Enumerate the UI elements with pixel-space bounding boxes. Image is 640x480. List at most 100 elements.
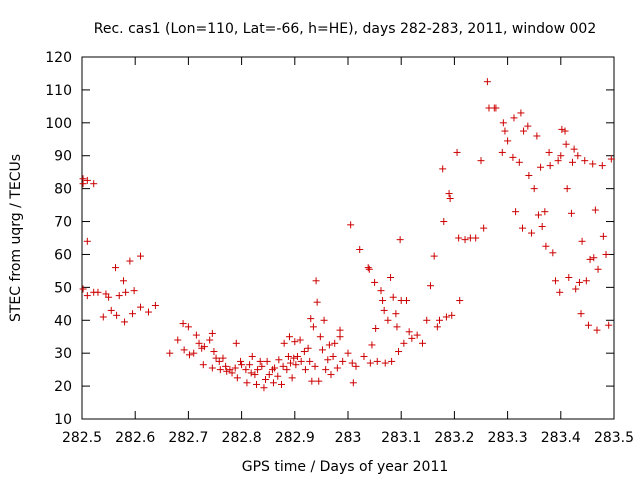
data-point bbox=[377, 287, 385, 295]
x-axis-label: GPS time / Days of year 2011 bbox=[242, 459, 449, 475]
data-point bbox=[222, 362, 230, 370]
y-tick-label: 60 bbox=[54, 247, 72, 263]
data-point bbox=[472, 234, 480, 242]
data-point bbox=[499, 119, 507, 127]
data-point bbox=[210, 348, 218, 356]
data-point bbox=[371, 278, 379, 286]
data-point bbox=[246, 361, 254, 369]
data-point bbox=[293, 352, 301, 360]
data-point bbox=[184, 323, 192, 331]
chart-title: Rec. cas1 (Lon=110, Lat=-66, h=HE), days… bbox=[94, 21, 596, 37]
data-point bbox=[292, 361, 300, 369]
data-point bbox=[297, 357, 305, 365]
data-point bbox=[602, 250, 610, 258]
data-point bbox=[284, 352, 292, 360]
data-point bbox=[554, 157, 562, 165]
data-point bbox=[512, 208, 520, 216]
data-point bbox=[280, 339, 288, 347]
data-point bbox=[271, 364, 279, 372]
data-point bbox=[586, 255, 594, 263]
data-points bbox=[79, 78, 615, 392]
data-point bbox=[395, 348, 403, 356]
data-point bbox=[392, 310, 400, 318]
data-point bbox=[315, 377, 323, 385]
data-point bbox=[304, 344, 312, 352]
data-point bbox=[232, 339, 240, 347]
data-point bbox=[524, 122, 532, 130]
data-point bbox=[430, 252, 438, 260]
axis-ticks: 282.5 282.6 282.7 282.8 282.9 283 283.1 283.2 28… bbox=[45, 50, 634, 446]
y-tick-label: 40 bbox=[54, 313, 72, 329]
y-tick-label: 80 bbox=[54, 182, 72, 198]
y-axis-label: STEC from uqrg / TECUs bbox=[8, 154, 24, 322]
data-point bbox=[461, 236, 469, 244]
data-point bbox=[575, 278, 583, 286]
data-point bbox=[327, 371, 335, 379]
data-point bbox=[265, 371, 273, 379]
data-point bbox=[126, 257, 134, 265]
data-point bbox=[518, 224, 526, 232]
data-point bbox=[590, 254, 598, 262]
data-point bbox=[331, 339, 339, 347]
data-point bbox=[439, 165, 447, 173]
data-point bbox=[433, 323, 441, 331]
data-point bbox=[180, 346, 188, 354]
data-point bbox=[228, 369, 236, 377]
data-point bbox=[285, 333, 293, 341]
data-point bbox=[83, 292, 91, 300]
data-point bbox=[504, 137, 512, 145]
data-point bbox=[320, 316, 328, 324]
y-tick-label: 50 bbox=[54, 280, 72, 296]
data-point bbox=[581, 157, 589, 165]
data-point bbox=[231, 364, 239, 372]
data-point bbox=[206, 336, 214, 344]
data-point bbox=[121, 318, 129, 326]
data-point bbox=[195, 339, 203, 347]
plot-frame bbox=[81, 56, 615, 420]
data-point bbox=[480, 224, 488, 232]
data-point bbox=[368, 341, 376, 349]
data-point bbox=[589, 160, 597, 168]
data-point bbox=[405, 328, 413, 336]
data-point bbox=[344, 349, 352, 357]
data-point bbox=[137, 303, 145, 311]
data-point bbox=[192, 331, 200, 339]
data-point bbox=[349, 379, 357, 387]
data-point bbox=[254, 366, 262, 374]
data-point bbox=[574, 152, 582, 160]
data-point bbox=[477, 157, 485, 165]
x-tick-label: 283.5 bbox=[594, 430, 634, 446]
data-point bbox=[200, 343, 208, 351]
data-point bbox=[584, 321, 592, 329]
data-point bbox=[403, 297, 411, 305]
data-point bbox=[215, 357, 223, 365]
data-point bbox=[252, 380, 260, 388]
data-point bbox=[301, 366, 309, 374]
data-point bbox=[448, 311, 456, 319]
data-point bbox=[567, 209, 575, 217]
data-point bbox=[113, 311, 121, 319]
y-tick-label: 120 bbox=[45, 50, 72, 66]
data-point bbox=[388, 357, 396, 365]
data-point bbox=[569, 158, 577, 166]
data-point bbox=[570, 145, 578, 153]
data-point bbox=[242, 366, 250, 374]
x-tick-label: 283.1 bbox=[381, 430, 421, 446]
data-point bbox=[129, 310, 137, 318]
data-point bbox=[279, 362, 287, 370]
data-point bbox=[243, 379, 251, 387]
data-point bbox=[483, 78, 491, 86]
data-point bbox=[275, 356, 283, 364]
data-point bbox=[90, 180, 98, 188]
data-point bbox=[492, 104, 500, 112]
data-point bbox=[262, 376, 270, 384]
data-point bbox=[509, 153, 517, 161]
data-point bbox=[166, 349, 174, 357]
data-point bbox=[373, 357, 381, 365]
data-point bbox=[94, 288, 102, 296]
data-point bbox=[365, 265, 373, 273]
data-point bbox=[442, 313, 450, 321]
data-point bbox=[498, 148, 506, 156]
x-tick-label: 283.3 bbox=[488, 430, 528, 446]
data-point bbox=[145, 308, 152, 316]
